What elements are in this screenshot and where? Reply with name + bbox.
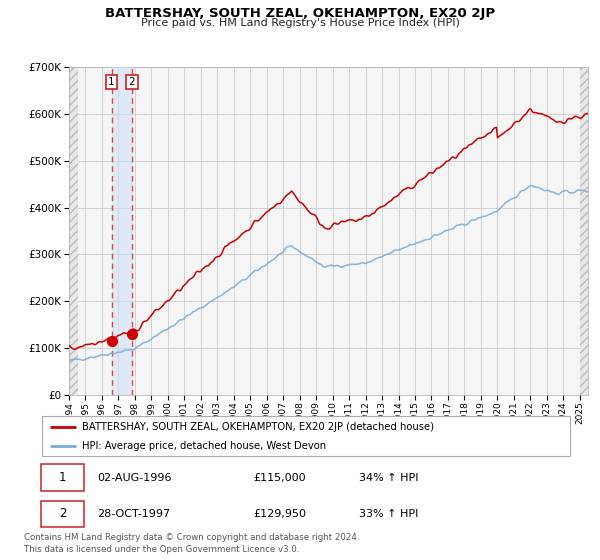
Bar bbox=[112, 67, 132, 395]
FancyBboxPatch shape bbox=[42, 416, 570, 456]
Bar bbox=[69, 67, 78, 395]
Text: 02-AUG-1996: 02-AUG-1996 bbox=[97, 473, 172, 483]
Text: Contains HM Land Registry data © Crown copyright and database right 2024.
This d: Contains HM Land Registry data © Crown c… bbox=[24, 533, 359, 554]
Text: 28-OCT-1997: 28-OCT-1997 bbox=[97, 509, 170, 519]
Point bbox=[107, 337, 116, 346]
Text: 33% ↑ HPI: 33% ↑ HPI bbox=[359, 509, 418, 519]
Text: 1: 1 bbox=[59, 471, 67, 484]
Text: 2: 2 bbox=[59, 507, 67, 520]
Text: Price paid vs. HM Land Registry's House Price Index (HPI): Price paid vs. HM Land Registry's House … bbox=[140, 18, 460, 29]
Point bbox=[127, 329, 137, 338]
Text: 34% ↑ HPI: 34% ↑ HPI bbox=[359, 473, 418, 483]
Text: 1: 1 bbox=[108, 77, 115, 87]
Text: BATTERSHAY, SOUTH ZEAL, OKEHAMPTON, EX20 2JP (detached house): BATTERSHAY, SOUTH ZEAL, OKEHAMPTON, EX20… bbox=[82, 422, 434, 432]
Text: HPI: Average price, detached house, West Devon: HPI: Average price, detached house, West… bbox=[82, 441, 326, 450]
FancyBboxPatch shape bbox=[41, 464, 84, 491]
FancyBboxPatch shape bbox=[41, 501, 84, 527]
Text: £129,950: £129,950 bbox=[253, 509, 306, 519]
Text: 2: 2 bbox=[128, 77, 135, 87]
Text: BATTERSHAY, SOUTH ZEAL, OKEHAMPTON, EX20 2JP: BATTERSHAY, SOUTH ZEAL, OKEHAMPTON, EX20… bbox=[105, 7, 495, 20]
Text: £115,000: £115,000 bbox=[253, 473, 306, 483]
Bar bbox=[580, 67, 588, 395]
